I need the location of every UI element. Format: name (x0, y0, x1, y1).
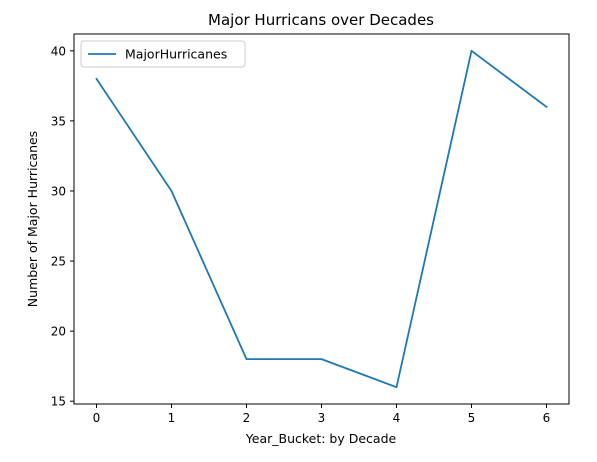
chart-title: Major Hurricans over Decades (208, 11, 434, 29)
series-layer (95, 49, 548, 389)
x-tick-label: 2 (243, 411, 251, 425)
plot-area: 0 1 2 3 4 5 6 15 20 25 30 35 40 MajorHurricanes (51, 33, 570, 425)
x-tick-label: 1 (168, 411, 176, 425)
x-tick-label: 5 (468, 411, 476, 425)
x-axis-label: Year_Bucket: by Decade (245, 431, 397, 446)
x-tick-label: 3 (318, 411, 326, 425)
y-tick-label: 35 (51, 114, 66, 128)
y-tick-label: 15 (51, 395, 66, 409)
legend-label-majorhurricanes: MajorHurricanes (125, 47, 227, 62)
x-tick-label: 6 (543, 411, 551, 425)
legend-box (80, 40, 246, 68)
y-tick-label: 30 (51, 184, 66, 198)
y-axis: 15 20 25 30 35 40 (51, 44, 74, 409)
series-line-majorhurricanes (95, 49, 548, 389)
y-tick-label: 20 (51, 325, 66, 339)
plot-frame (73, 33, 570, 405)
x-axis: 0 1 2 3 4 5 6 (93, 404, 551, 425)
y-tick-label: 25 (51, 255, 66, 269)
legend: MajorHurricanes (80, 40, 246, 68)
y-tick-label: 40 (51, 44, 66, 58)
x-tick-label: 0 (93, 411, 101, 425)
x-tick-label: 4 (393, 411, 401, 425)
y-axis-label: Number of Major Hurricanes (25, 131, 40, 307)
